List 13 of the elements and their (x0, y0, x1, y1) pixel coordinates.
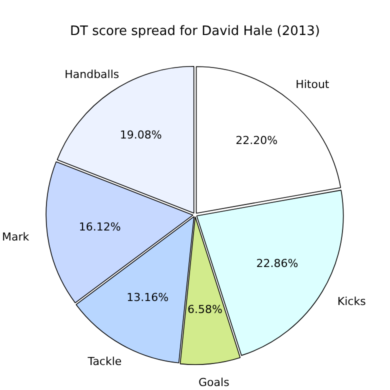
data-label: 16.12% (78, 220, 121, 234)
chart-title: DT score spread for David Hale (2013) (70, 24, 320, 40)
slice-label: Handballs (64, 68, 120, 81)
slice-label: Tackle (86, 354, 122, 368)
data-label: 22.86% (256, 257, 298, 270)
slice-label: Mark (2, 230, 30, 244)
slice-label: Kicks (337, 295, 366, 308)
data-label: 6.58% (187, 303, 222, 316)
data-label: 19.08% (120, 128, 162, 142)
slice-label: Goals (198, 376, 230, 390)
data-label: 13.16% (126, 291, 169, 304)
data-label: 22.20% (236, 134, 278, 148)
slice-label: Hitout (296, 78, 330, 91)
